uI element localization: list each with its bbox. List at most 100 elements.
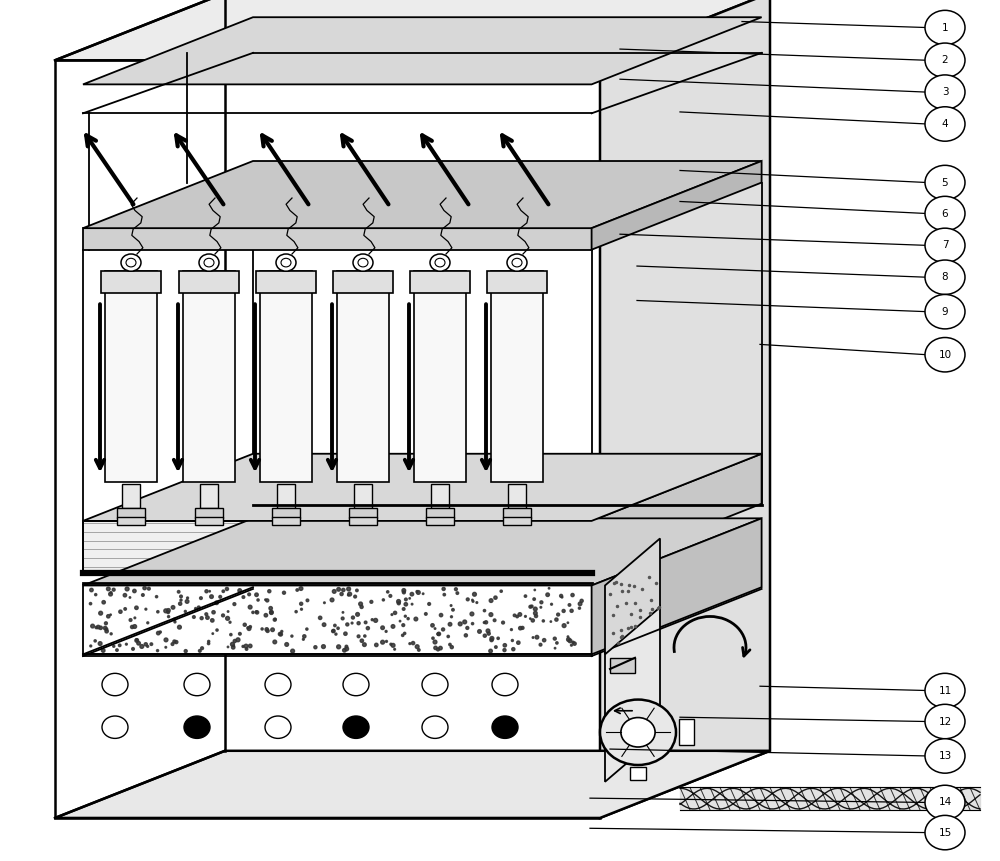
Point (160, 604, 176, 617)
Point (204, 590, 220, 604)
Point (263, 605, 279, 619)
Point (567, 637, 583, 651)
Circle shape (126, 258, 136, 267)
Polygon shape (605, 604, 660, 782)
Point (536, 634, 552, 647)
Point (150, 626, 166, 640)
Circle shape (925, 165, 965, 200)
Point (528, 609, 544, 623)
Circle shape (925, 196, 965, 231)
Point (178, 644, 194, 658)
Circle shape (265, 716, 291, 739)
Point (345, 610, 361, 624)
Point (219, 582, 235, 596)
Point (188, 602, 204, 616)
Point (487, 591, 503, 604)
Point (560, 633, 576, 647)
Point (186, 610, 202, 624)
Point (533, 596, 549, 610)
Point (237, 618, 253, 632)
Point (245, 605, 261, 619)
Point (123, 613, 139, 627)
Point (349, 584, 365, 598)
Point (484, 632, 500, 646)
Point (334, 587, 350, 601)
Text: 14: 14 (938, 797, 952, 808)
Point (344, 616, 360, 630)
Point (206, 605, 222, 619)
Point (527, 602, 543, 616)
Bar (122, 484, 140, 508)
Point (529, 630, 545, 644)
Point (387, 606, 403, 620)
Point (158, 604, 174, 617)
Point (220, 611, 236, 625)
Point (378, 635, 394, 648)
Point (293, 597, 309, 610)
Circle shape (435, 258, 445, 267)
Point (338, 640, 354, 653)
Polygon shape (83, 521, 592, 571)
Bar (679, 720, 694, 745)
Point (547, 641, 563, 655)
Polygon shape (605, 538, 660, 654)
Point (368, 638, 384, 652)
Point (368, 614, 384, 628)
Text: 4: 4 (942, 119, 948, 129)
Circle shape (343, 716, 369, 739)
Point (505, 642, 521, 656)
Point (410, 585, 426, 599)
Bar (426, 517, 454, 525)
Bar (179, 271, 239, 293)
Point (150, 605, 166, 619)
Point (238, 639, 254, 653)
Circle shape (184, 716, 210, 739)
Point (571, 601, 587, 615)
Point (263, 601, 279, 615)
Point (442, 617, 458, 631)
Point (161, 610, 177, 623)
Point (522, 611, 538, 625)
Point (483, 644, 499, 658)
Point (131, 636, 147, 650)
Point (440, 629, 456, 643)
Bar (101, 271, 161, 293)
Point (112, 604, 128, 618)
Point (209, 596, 225, 610)
Point (137, 581, 153, 595)
Point (527, 583, 543, 597)
Point (397, 627, 413, 641)
Circle shape (925, 107, 965, 141)
Point (259, 623, 275, 636)
Point (261, 585, 277, 598)
Point (276, 585, 292, 599)
Point (220, 604, 236, 618)
Point (392, 614, 408, 628)
Point (88, 588, 104, 602)
Point (87, 634, 103, 647)
Point (85, 619, 101, 633)
Point (476, 604, 492, 617)
Point (92, 636, 108, 650)
Point (241, 622, 257, 635)
Circle shape (102, 673, 128, 696)
Bar (183, 271, 235, 482)
Point (289, 583, 305, 597)
Point (504, 634, 520, 647)
Text: 5: 5 (942, 177, 948, 188)
Point (93, 621, 109, 635)
Circle shape (925, 75, 965, 109)
Point (201, 636, 217, 650)
Point (97, 621, 113, 635)
Point (515, 621, 531, 635)
Point (572, 597, 588, 610)
Point (483, 594, 499, 608)
Point (443, 598, 459, 612)
Circle shape (925, 785, 965, 820)
Bar (200, 484, 218, 508)
Point (402, 592, 418, 605)
Point (556, 619, 572, 633)
Point (408, 612, 424, 626)
Circle shape (199, 254, 219, 271)
Polygon shape (83, 228, 592, 250)
